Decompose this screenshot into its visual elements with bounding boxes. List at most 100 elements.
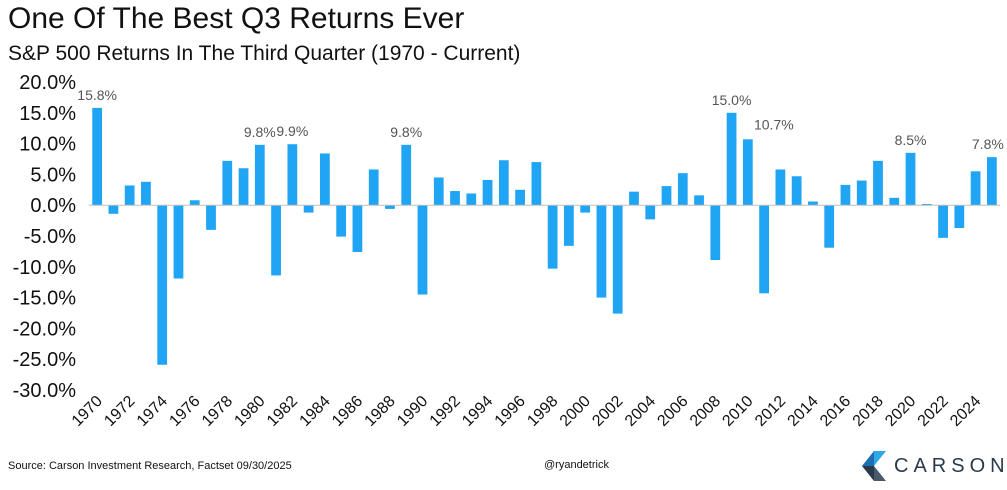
bar-2006	[677, 173, 688, 206]
bar-1992	[450, 191, 460, 206]
bar-1989	[401, 144, 412, 206]
x-tick-label-1992: 1992	[427, 393, 464, 430]
bar-1986	[352, 205, 363, 253]
bar-1983	[303, 205, 314, 213]
x-tick-label-2024: 2024	[947, 393, 984, 430]
x-tick-label-2002: 2002	[589, 393, 626, 430]
author-handle: @ryandetrick	[544, 459, 609, 471]
bar-2004	[645, 205, 656, 220]
bar-2020	[905, 152, 916, 206]
bar-1979	[238, 168, 249, 206]
bar-1990	[417, 205, 428, 295]
data-label-1970: 15.8%	[77, 87, 117, 103]
bar-2014	[808, 201, 818, 206]
x-tick-label-2012: 2012	[752, 393, 789, 430]
x-tick-label-2022: 2022	[915, 393, 952, 430]
bar-2015	[824, 205, 835, 248]
data-label-1982: 9.9%	[276, 123, 308, 139]
bar-1975	[173, 205, 184, 279]
x-tick-label-2014: 2014	[785, 393, 822, 430]
bar-1993	[466, 193, 477, 206]
bar-1973	[141, 181, 151, 206]
x-tick-label-1972: 1972	[101, 393, 138, 430]
data-label-2010: 10.7%	[754, 116, 794, 132]
y-tick-label: 20.0%	[19, 72, 76, 94]
bar-1982	[287, 144, 298, 206]
y-tick-label: 15.0%	[19, 103, 76, 125]
bar-1984	[320, 153, 330, 206]
x-tick-label-2008: 2008	[687, 393, 724, 430]
bar-1995	[498, 160, 509, 206]
bar-2016	[840, 184, 851, 206]
chart-subtitle: S&P 500 Returns In The Third Quarter (19…	[8, 42, 521, 65]
bar-1980	[254, 144, 265, 206]
bar-2022	[938, 205, 948, 238]
y-tick-label: 0.0%	[30, 195, 76, 217]
bar-2000	[580, 205, 591, 213]
x-tick-label-2000: 2000	[557, 393, 594, 430]
x-tick-label-1984: 1984	[297, 393, 334, 430]
bar-2023	[954, 205, 965, 228]
bar-1981	[271, 205, 281, 276]
bar-1972	[124, 185, 135, 206]
x-tick-label-1996: 1996	[492, 393, 529, 430]
data-label-2009: 15.0%	[712, 92, 752, 108]
y-tick-label: 5.0%	[30, 164, 76, 186]
x-tick-label-1978: 1978	[199, 393, 236, 430]
bar-2001	[596, 205, 607, 298]
x-tick-label-2016: 2016	[817, 393, 854, 430]
chart-title: One Of The Best Q3 Returns Ever	[8, 2, 465, 35]
brand-logo: CARSON	[862, 448, 1007, 484]
bar-2025	[986, 157, 997, 206]
x-tick-label-1988: 1988	[362, 393, 399, 430]
data-label-1989: 9.8%	[390, 124, 422, 140]
bar-2019	[889, 197, 900, 206]
bar-2008	[710, 205, 721, 261]
x-tick-label-1994: 1994	[459, 393, 496, 430]
bar-1996	[515, 189, 525, 206]
data-label-2020: 8.5%	[895, 132, 927, 148]
y-tick-label: -30.0%	[13, 380, 77, 402]
bar-1998	[547, 205, 558, 269]
brand-name: CARSON	[894, 454, 1007, 477]
x-tick-label-2018: 2018	[850, 393, 887, 430]
bar-1985	[336, 205, 347, 237]
bar-1974	[157, 205, 168, 365]
bar-2017	[856, 180, 867, 206]
bar-2005	[661, 186, 672, 206]
bar-2011	[759, 205, 769, 294]
x-tick-label-1980: 1980	[231, 393, 268, 430]
carson-logo-icon	[862, 451, 886, 481]
bar-2021	[921, 203, 932, 206]
y-tick-label: 10.0%	[19, 134, 76, 156]
x-tick-label-1976: 1976	[166, 393, 203, 430]
bar-1997	[531, 162, 542, 206]
bar-1970	[92, 107, 103, 206]
bar-2010	[742, 139, 753, 206]
bar-2002	[612, 205, 623, 314]
x-tick-label-2010: 2010	[719, 393, 756, 430]
bar-2003	[629, 191, 639, 206]
data-label-2025: 7.8%	[972, 136, 1004, 152]
bar-2018	[873, 160, 883, 206]
y-tick-label: -15.0%	[13, 288, 77, 310]
source-note: Source: Carson Investment Research, Fact…	[8, 460, 292, 472]
bar-1976	[189, 200, 200, 206]
x-tick-label-2020: 2020	[882, 393, 919, 430]
data-label-1980: 9.8%	[244, 124, 276, 140]
x-tick-label-2004: 2004	[622, 393, 659, 430]
bar-1991	[433, 177, 444, 206]
y-tick-label: -20.0%	[13, 318, 77, 340]
bar-2009	[726, 112, 737, 206]
x-tick-label-1974: 1974	[134, 393, 171, 430]
bar-1994	[482, 179, 493, 206]
x-tick-label-1982: 1982	[264, 393, 301, 430]
y-tick-label: -5.0%	[24, 226, 76, 248]
x-tick-label-1990: 1990	[394, 393, 431, 430]
bar-1987	[368, 169, 379, 206]
bar-1971	[108, 205, 119, 214]
bar-1977	[206, 205, 216, 230]
y-tick-label: -10.0%	[13, 257, 77, 279]
bar-1978	[222, 160, 233, 206]
bar-2024	[970, 171, 981, 206]
